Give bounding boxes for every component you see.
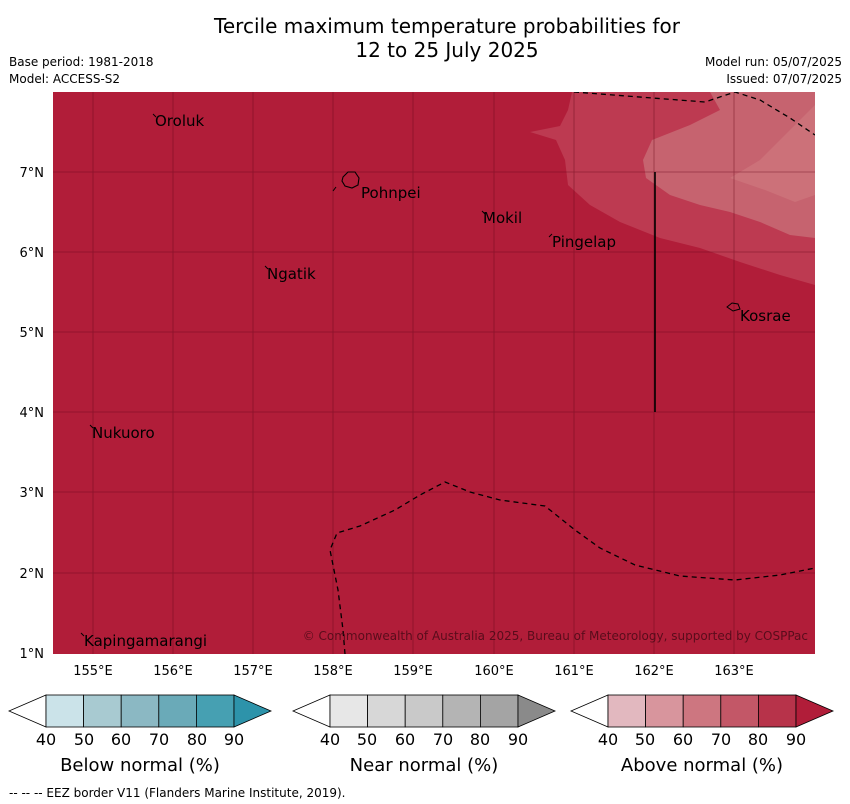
lon-tick-161: 161°E bbox=[554, 664, 594, 679]
issued-date: Issued: 07/07/2025 bbox=[726, 72, 842, 86]
place-pohnpei: Pohnpei bbox=[361, 184, 421, 202]
kosrae-island bbox=[726, 302, 741, 312]
colorbar-below-swatch bbox=[158, 694, 197, 728]
meta-left: Base period: 1981-2018 Model: ACCESS-S2 bbox=[9, 54, 154, 88]
lon-tick-162: 162°E bbox=[634, 664, 674, 679]
colorbar-below bbox=[8, 694, 273, 728]
colorbar-above-swatch bbox=[607, 694, 646, 728]
lon-tick-159: 159°E bbox=[393, 664, 433, 679]
colorbar-below-swatch bbox=[45, 694, 84, 728]
lat-axis: 7°N 6°N 5°N 4°N 3°N 2°N 1°N bbox=[20, 166, 45, 662]
colorbar-near-swatch bbox=[479, 694, 519, 728]
colorbar-near-swatch bbox=[404, 694, 444, 728]
colorbar-near bbox=[292, 694, 557, 728]
pohnpei-island bbox=[341, 171, 360, 189]
near-tick-40: 40 bbox=[319, 730, 341, 749]
place-nukuoro: Nukuoro bbox=[92, 424, 155, 442]
below-tick-90: 90 bbox=[223, 730, 245, 749]
lon-tick-155: 155°E bbox=[73, 664, 113, 679]
colorbar-below-max-arrow bbox=[233, 694, 273, 728]
grid-lines bbox=[53, 92, 815, 654]
colorbar-above-max-arrow bbox=[795, 694, 835, 728]
above-70-region bbox=[643, 92, 815, 238]
near-tick-60: 60 bbox=[394, 730, 416, 749]
lat-tick-1: 1°N bbox=[20, 647, 45, 662]
colorbar-near-max-arrow bbox=[517, 694, 557, 728]
title-line-1: Tercile maximum temperature probabilitie… bbox=[214, 14, 680, 38]
below-tick-70: 70 bbox=[148, 730, 170, 749]
colorbar-near-swatches bbox=[292, 694, 557, 728]
near-tick-90: 90 bbox=[507, 730, 529, 749]
below-tick-60: 60 bbox=[110, 730, 132, 749]
model-run: Model run: 05/07/2025 bbox=[704, 55, 842, 69]
lon-tick-163: 163°E bbox=[714, 664, 754, 679]
colorbar-near-swatch bbox=[442, 694, 481, 728]
above-tick-80: 80 bbox=[747, 730, 769, 749]
atoll-marks bbox=[80, 113, 553, 637]
below-tick-80: 80 bbox=[186, 730, 208, 749]
colorbar-below-swatch bbox=[83, 694, 122, 728]
above-tick-70: 70 bbox=[710, 730, 732, 749]
lat-tick-7: 7°N bbox=[20, 166, 45, 181]
lon-tick-157: 157°E bbox=[233, 664, 273, 679]
colorbar-below-label: Below normal (%) bbox=[60, 755, 220, 776]
eez-footnote: -- -- -- EEZ border V11 (Flanders Marine… bbox=[9, 786, 346, 800]
colorbar-near-swatch bbox=[329, 694, 368, 728]
base-period: Base period: 1981-2018 bbox=[9, 55, 154, 69]
above-tick-40: 40 bbox=[597, 730, 619, 749]
lat-tick-6: 6°N bbox=[20, 246, 45, 261]
lat-tick-3: 3°N bbox=[20, 486, 45, 501]
colorbar-below-swatch bbox=[195, 694, 235, 728]
eez-border bbox=[329, 92, 815, 654]
above-tick-60: 60 bbox=[672, 730, 694, 749]
above-tick-50: 50 bbox=[634, 730, 656, 749]
place-kosrae: Kosrae bbox=[740, 307, 791, 325]
place-kapingamarangi: Kapingamarangi bbox=[84, 632, 207, 650]
near-tick-70: 70 bbox=[432, 730, 454, 749]
lon-axis: 155°E 156°E 157°E 158°E 159°E 160°E 161°… bbox=[73, 664, 754, 679]
colorbar-above-swatch bbox=[720, 694, 759, 728]
above-70-inner-region bbox=[730, 105, 815, 202]
colorbar-below-min-arrow bbox=[8, 694, 47, 728]
place-oroluk: Oroluk bbox=[155, 112, 204, 130]
colorbar-near-swatch bbox=[367, 694, 406, 728]
near-tick-80: 80 bbox=[469, 730, 491, 749]
colorbar-below-swatch bbox=[120, 694, 160, 728]
below-tick-40: 40 bbox=[35, 730, 57, 749]
map-figure: Oroluk Pohnpei Mokil Pingelap Ngatik Kos… bbox=[20, 92, 815, 679]
lon-tick-156: 156°E bbox=[153, 664, 193, 679]
colorbar-above-swatch bbox=[645, 694, 684, 728]
lat-tick-2: 2°N bbox=[20, 567, 45, 582]
copyright-notice: © Commonwealth of Australia 2025, Bureau… bbox=[303, 629, 808, 643]
lat-tick-4: 4°N bbox=[20, 406, 45, 421]
lon-tick-158: 158°E bbox=[313, 664, 353, 679]
below-tick-50: 50 bbox=[73, 730, 95, 749]
colorbar-below-swatches bbox=[8, 694, 273, 728]
colorbar-above-swatch bbox=[757, 694, 797, 728]
near-tick-50: 50 bbox=[356, 730, 378, 749]
meta-right: Model run: 05/07/2025 Issued: 07/07/2025 bbox=[705, 54, 842, 88]
colorbar-near-label: Near normal (%) bbox=[349, 755, 499, 776]
colorbar-above-swatches bbox=[570, 694, 835, 728]
place-mokil: Mokil bbox=[483, 209, 522, 227]
title-line-2: 12 to 25 July 2025 bbox=[355, 38, 539, 62]
colorbar-above-swatch bbox=[682, 694, 722, 728]
colorbar-above-label: Above normal (%) bbox=[620, 755, 784, 776]
colorbar-near-min-arrow bbox=[292, 694, 331, 728]
place-ngatik: Ngatik bbox=[267, 265, 316, 283]
colorbar-above-min-arrow bbox=[570, 694, 609, 728]
colorbar-above bbox=[570, 694, 835, 728]
model-name: Model: ACCESS-S2 bbox=[9, 72, 121, 86]
lat-tick-5: 5°N bbox=[20, 326, 45, 341]
place-pingelap: Pingelap bbox=[552, 233, 616, 251]
map-title: Tercile maximum temperature probabilitie… bbox=[0, 14, 850, 62]
above-tick-90: 90 bbox=[785, 730, 807, 749]
lon-tick-160: 160°E bbox=[474, 664, 514, 679]
